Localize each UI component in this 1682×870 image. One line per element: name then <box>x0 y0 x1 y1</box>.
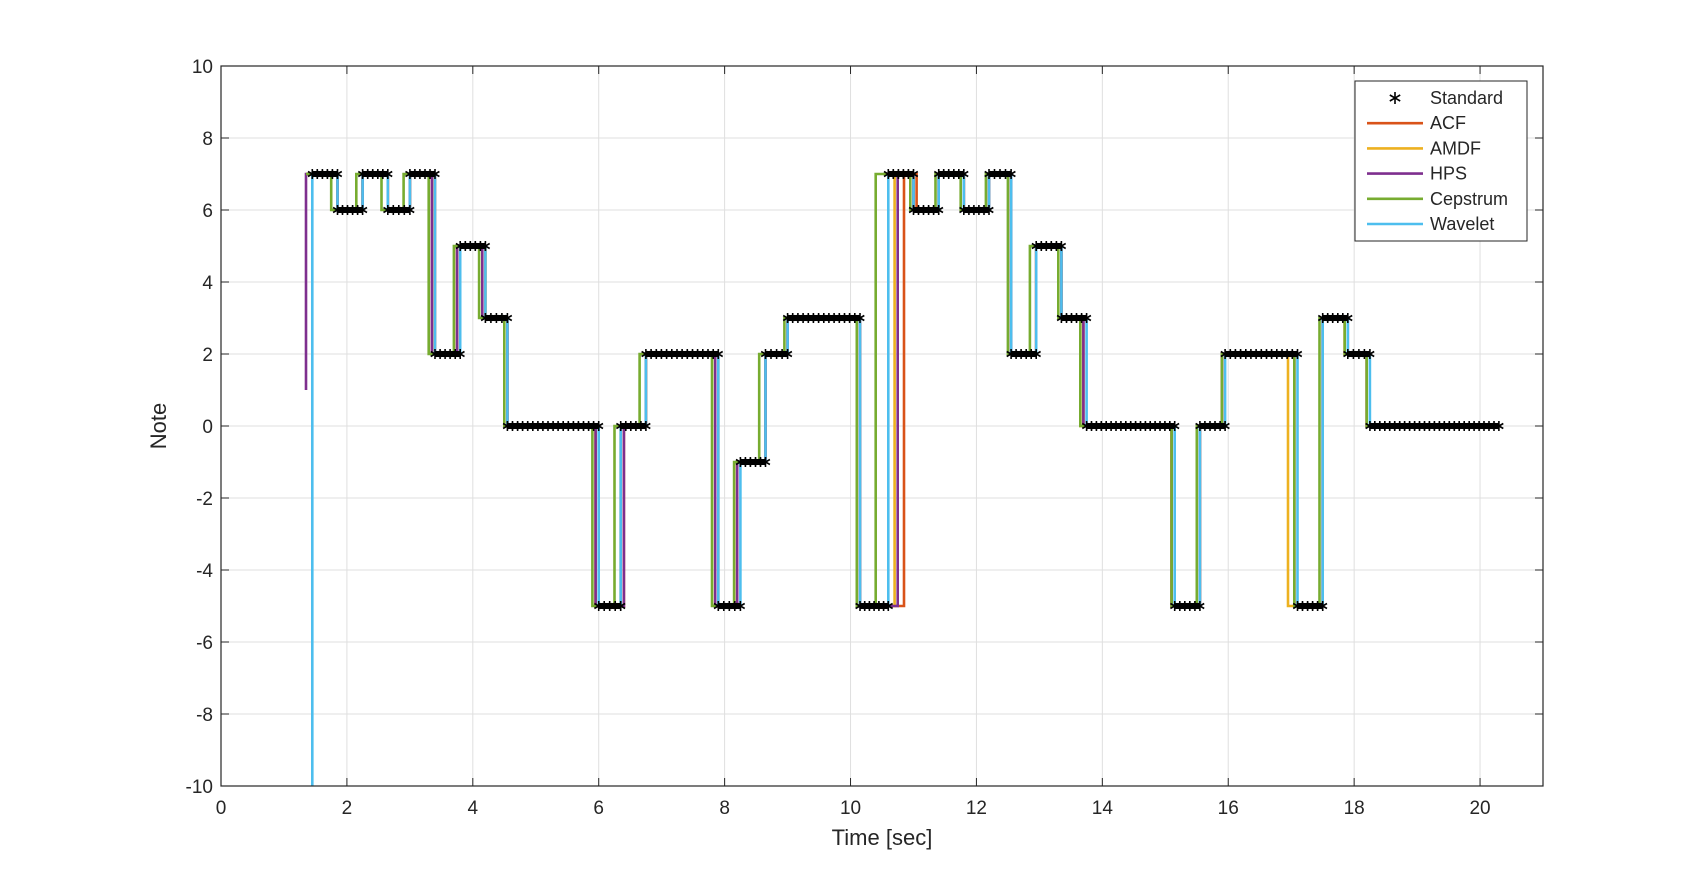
y-tick-label: 2 <box>202 345 213 366</box>
legend-marker-standard <box>1389 92 1401 104</box>
y-tick-label: -6 <box>196 633 213 654</box>
standard-marker-band <box>963 207 989 213</box>
y-axis: -10 -8 -6 -4 -2 0 2 4 6 8 10 <box>186 57 1543 798</box>
standard-marker <box>984 205 994 215</box>
x-axis: 0 2 4 6 8 10 12 14 16 18 20 <box>216 66 1491 819</box>
x-axis-label: Time [sec] <box>832 825 933 850</box>
standard-marker-band <box>1036 243 1062 249</box>
standard-marker <box>1343 313 1353 323</box>
standard-marker-band <box>435 351 461 357</box>
standard-marker <box>455 349 465 359</box>
legend-label: Standard <box>1430 88 1503 108</box>
legend-label: ACF <box>1430 113 1466 133</box>
standard-marker-band <box>1297 603 1323 609</box>
x-tick-label: 0 <box>216 798 227 819</box>
standard-marker-band <box>460 243 486 249</box>
standard-marker-band <box>913 207 939 213</box>
legend-label: AMDF <box>1430 138 1481 158</box>
x-tick-label: 14 <box>1092 798 1114 819</box>
standard-marker <box>713 349 724 359</box>
standard-marker <box>1494 421 1504 431</box>
y-tick-label: -10 <box>186 777 213 798</box>
standard-marker <box>959 169 969 179</box>
legend-label: Wavelet <box>1430 214 1494 234</box>
standard-marker <box>357 205 368 215</box>
standard-marker-band <box>1011 351 1037 357</box>
y-tick-label: -8 <box>196 705 213 726</box>
y-tick-label: 10 <box>192 57 213 78</box>
standard-marker <box>855 313 865 323</box>
standard-marker <box>430 169 440 179</box>
standard-marker <box>480 241 491 251</box>
y-axis-label: Note <box>146 403 171 449</box>
standard-marker-band <box>1322 315 1348 321</box>
standard-marker-band <box>938 171 964 177</box>
y-tick-label: 0 <box>202 417 213 438</box>
standard-marker-band <box>888 171 914 177</box>
standard-marker <box>1170 421 1180 431</box>
y-tick-label: 4 <box>202 273 213 294</box>
standard-marker-band <box>620 423 646 429</box>
x-tick-label: 8 <box>719 798 730 819</box>
legend-box <box>1354 80 1528 242</box>
standard-marker <box>332 169 343 179</box>
standard-marker <box>1031 349 1041 359</box>
standard-marker-band <box>1061 315 1087 321</box>
y-tick-label: -2 <box>196 489 213 510</box>
x-tick-label: 18 <box>1344 798 1365 819</box>
x-tick-label: 10 <box>840 798 861 819</box>
standard-marker <box>1292 349 1303 359</box>
standard-marker-band <box>1174 603 1200 609</box>
standard-marker-band <box>337 207 363 213</box>
standard-marker <box>593 421 604 431</box>
standard-marker <box>405 205 415 215</box>
standard-marker <box>1081 313 1092 323</box>
x-tick-label: 12 <box>966 798 987 819</box>
standard-marker <box>1006 169 1016 179</box>
standard-marker <box>760 457 771 467</box>
standard-marker <box>883 601 894 611</box>
standard-marker <box>1317 601 1328 611</box>
x-tick-label: 4 <box>468 798 479 819</box>
x-tick-label: 2 <box>342 798 353 819</box>
legend: Standard ACF AMDF HPS Cepstrum Wavelet <box>1354 80 1528 242</box>
legend-label: HPS <box>1430 164 1467 184</box>
legend-label: Cepstrum <box>1430 189 1508 209</box>
standard-marker-band <box>1199 423 1226 429</box>
standard-marker <box>933 205 944 215</box>
standard-marker <box>1195 601 1205 611</box>
x-tick-label: 16 <box>1218 798 1239 819</box>
standard-marker <box>383 169 393 179</box>
standard-marker <box>502 313 513 323</box>
y-tick-label: 6 <box>202 201 213 222</box>
standard-marker-band <box>740 459 766 465</box>
standard-marker <box>1220 421 1230 431</box>
standard-marker <box>1365 349 1375 359</box>
y-tick-label: -4 <box>196 561 213 582</box>
standard-marker <box>782 349 793 359</box>
standard-layer <box>307 169 1504 611</box>
standard-marker <box>735 601 746 611</box>
standard-marker-band <box>312 171 338 177</box>
standard-marker-band <box>362 171 388 177</box>
standard-marker <box>616 601 626 611</box>
standard-marker <box>1056 241 1067 251</box>
y-tick-label: 8 <box>202 129 213 150</box>
standard-marker <box>908 169 919 179</box>
standard-marker <box>641 421 651 431</box>
x-tick-label: 20 <box>1469 798 1490 819</box>
x-tick-label: 6 <box>593 798 604 819</box>
standard-marker-band <box>409 171 436 177</box>
